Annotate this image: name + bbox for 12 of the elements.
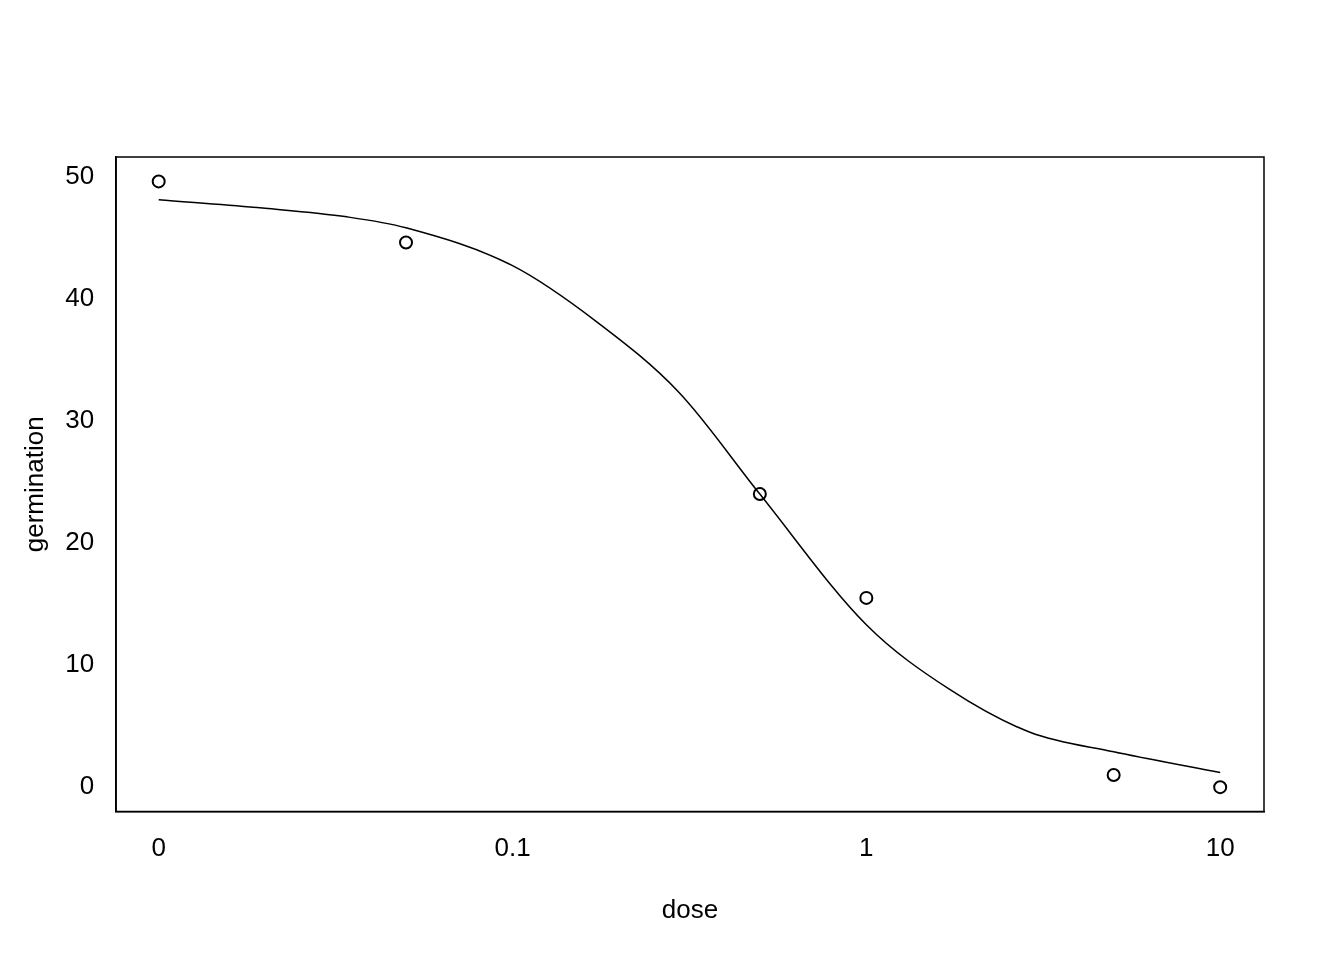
y-tick-label: 50	[65, 159, 95, 190]
y-axis-title: germination	[18, 416, 49, 553]
y-tick-label: 40	[65, 281, 95, 312]
x-tick-label: 0	[151, 832, 166, 863]
x-tick-label: 10	[1205, 832, 1235, 863]
y-tick-label: 0	[79, 770, 95, 801]
x-axis-title: dose	[661, 893, 719, 924]
y-tick-label: 10	[65, 648, 95, 679]
y-tick-label: 20	[65, 526, 95, 557]
x-tick-label: 0.1	[494, 832, 531, 863]
y-tick-label: 30	[65, 403, 95, 434]
x-tick-label: 1	[859, 832, 874, 863]
